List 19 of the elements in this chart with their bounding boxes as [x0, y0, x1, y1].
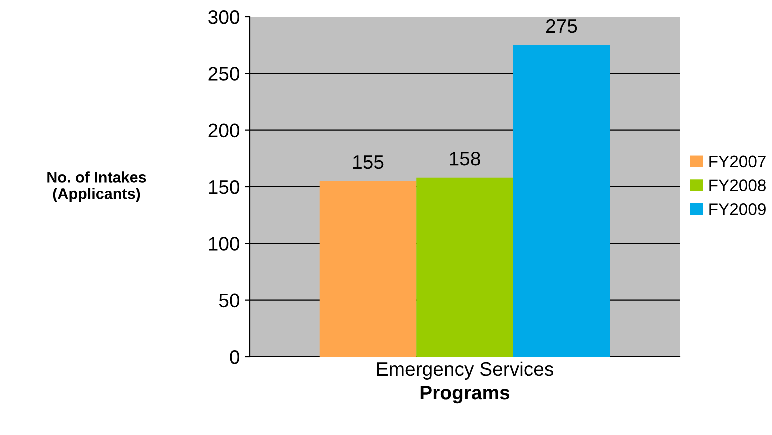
y-tick-label: 150 [209, 180, 240, 194]
y-axis-title: No. of Intakes (Applicants) [48, 172, 146, 202]
y-tick-label: 0 [230, 350, 240, 364]
y-tick-label: 300 [208, 10, 240, 24]
y-tick-label: 200 [208, 124, 240, 138]
x-axis-title: Programs [420, 386, 510, 404]
data-label: 158 [450, 152, 480, 166]
bar [320, 181, 417, 357]
legend-label: FY2009 [710, 204, 766, 216]
y-tick-label: 250 [208, 67, 240, 81]
legend-label: FY2007 [710, 156, 766, 168]
data-label: 275 [546, 19, 578, 34]
y-tick-label: 50 [219, 294, 240, 308]
legend-label: FY2008 [710, 180, 766, 192]
data-label: 155 [354, 156, 384, 170]
bar [513, 45, 610, 357]
y-tick-label: 100 [209, 237, 240, 251]
bar [416, 178, 514, 357]
x-tick-label: Emergency Services [377, 362, 554, 380]
